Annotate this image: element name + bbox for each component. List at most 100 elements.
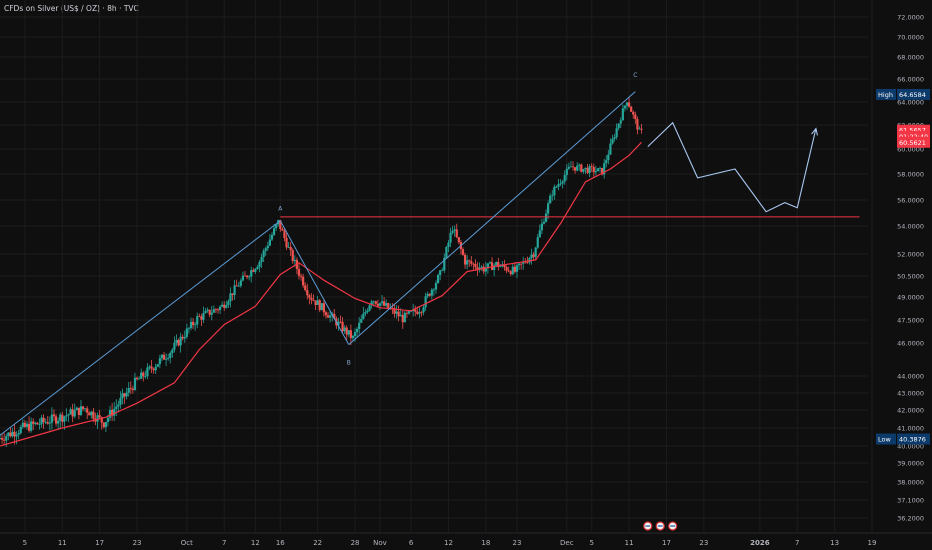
candle-body (86, 408, 89, 413)
candle-body (50, 414, 54, 423)
candle-body (382, 301, 386, 306)
candle-body (576, 165, 579, 171)
candle-body (179, 336, 182, 346)
candle-body (513, 266, 516, 272)
candle-body (588, 166, 591, 173)
y-tick-label: 54.0000 (897, 223, 924, 231)
candle-body (5, 436, 8, 441)
y-tick-label: 68.0000 (897, 54, 924, 62)
candle-body (275, 224, 278, 229)
candle-body (289, 246, 292, 251)
candle-body (194, 324, 197, 326)
candle-body (34, 422, 37, 424)
candle-body (46, 421, 49, 424)
candle-body (185, 328, 188, 337)
candle-body (353, 332, 357, 337)
candle-body (3, 439, 6, 441)
candle-body (563, 175, 566, 182)
x-tick-label: Dec (560, 539, 574, 547)
candle-body (503, 264, 506, 268)
y-tick-label: 49.0000 (897, 294, 924, 302)
candle-body (171, 349, 174, 353)
candle-body (187, 327, 191, 329)
candle-body (555, 186, 558, 188)
candle-body (235, 285, 238, 287)
y-tick-label: 46.0000 (897, 340, 924, 348)
candle-body (73, 410, 76, 417)
price-tag-value-bg (897, 124, 930, 136)
candle-body (320, 303, 323, 311)
candle-body (7, 432, 10, 437)
candle-body (341, 321, 344, 332)
candle-body (603, 163, 606, 175)
y-tick-label: 37.1000 (897, 497, 924, 505)
y-tick-label: 70.0000 (897, 34, 924, 42)
candle-body (299, 275, 303, 277)
candle-body (57, 420, 60, 424)
candle-body (121, 393, 124, 399)
candle-body (432, 289, 436, 291)
candle-body (150, 366, 153, 369)
candle-body (183, 336, 186, 339)
wave-label: B (347, 359, 351, 366)
candle-body (426, 293, 429, 297)
candle-body (611, 138, 614, 144)
candle-body (48, 422, 51, 424)
candle-body (69, 409, 72, 415)
candle-body (79, 406, 83, 415)
candle-body (619, 120, 622, 124)
candle-body (61, 414, 64, 422)
candle-body (169, 352, 172, 358)
price-tag-label: Low (878, 436, 891, 444)
candle-body (154, 366, 157, 371)
x-tick-label: 2026 (750, 539, 770, 547)
candle-body (19, 427, 22, 434)
candle-body (607, 154, 610, 161)
candle-body (488, 262, 492, 264)
candle-body (378, 303, 382, 306)
candle-body (349, 330, 352, 339)
y-tick-label: 47.5000 (897, 317, 924, 325)
candle-body (63, 416, 66, 422)
candle-body (204, 311, 207, 314)
candle-body (447, 242, 450, 247)
candle-body (615, 128, 618, 138)
candle-body (262, 250, 265, 258)
candle-body (364, 312, 367, 314)
candle-body (140, 372, 143, 379)
candle-body (582, 168, 585, 172)
candle-body (337, 321, 340, 326)
candle-body (571, 166, 575, 168)
candle-body (119, 398, 122, 405)
candle-body (104, 421, 107, 428)
candle-body (227, 301, 230, 305)
candle-body (75, 407, 78, 411)
candle-body (27, 423, 31, 431)
candle-body (420, 312, 423, 314)
candle-body (312, 299, 315, 301)
candle-body (393, 308, 396, 314)
x-tick-label: 12 (444, 539, 453, 547)
candle-body (449, 232, 452, 243)
candle-body (36, 422, 39, 425)
candle-body (175, 339, 178, 344)
candle-body (636, 119, 639, 130)
y-tick-label: 60.0000 (897, 146, 924, 154)
candle-body (549, 195, 552, 204)
candle-body (405, 312, 409, 314)
candle-body (144, 376, 147, 377)
price-tag-value: 40.3876 (899, 436, 926, 444)
candle-body (542, 221, 546, 224)
candle-body (586, 167, 589, 173)
price-tag: 61.5657 (897, 124, 930, 136)
candle-body (592, 167, 595, 173)
candle-body (630, 106, 633, 112)
y-tick-label: 41.0000 (897, 425, 924, 433)
candle-body (71, 409, 74, 417)
candle-body (482, 266, 485, 272)
x-tick-label: 23 (699, 539, 708, 547)
candle-body (534, 247, 537, 257)
candle-body (123, 393, 126, 397)
candle-body (538, 230, 541, 238)
